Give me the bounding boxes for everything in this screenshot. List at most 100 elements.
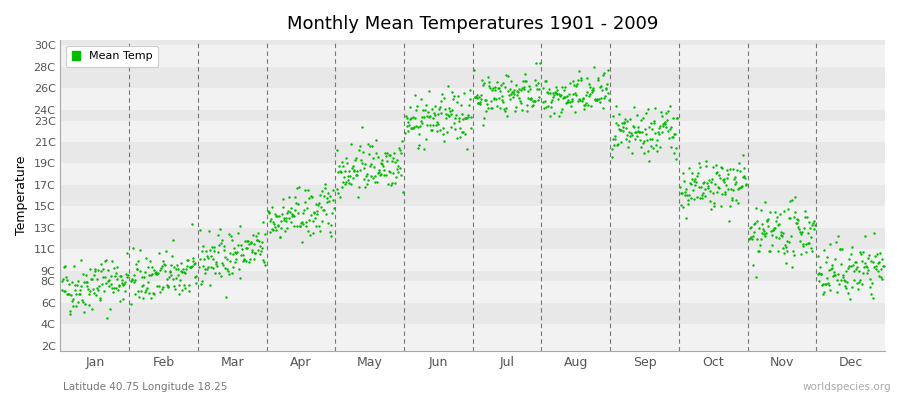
Point bbox=[241, 240, 256, 247]
Point bbox=[444, 111, 458, 117]
Point bbox=[55, 287, 69, 293]
Point bbox=[73, 291, 87, 297]
Point bbox=[822, 282, 836, 288]
Point bbox=[187, 261, 202, 268]
Point bbox=[64, 292, 78, 298]
Point bbox=[551, 96, 565, 102]
Point bbox=[339, 179, 354, 186]
Point bbox=[751, 218, 765, 224]
Point bbox=[701, 183, 716, 190]
Point bbox=[704, 206, 718, 212]
Point bbox=[418, 102, 433, 109]
Point bbox=[332, 163, 347, 169]
Point bbox=[428, 102, 443, 109]
Point bbox=[798, 214, 813, 220]
Point bbox=[251, 246, 266, 253]
Point bbox=[485, 105, 500, 112]
Point bbox=[524, 96, 538, 102]
Point bbox=[143, 258, 157, 264]
Point bbox=[287, 213, 302, 219]
Point bbox=[297, 207, 311, 213]
Point bbox=[494, 81, 508, 88]
Point bbox=[404, 124, 419, 131]
Point bbox=[166, 275, 180, 282]
Point bbox=[418, 136, 433, 142]
Point bbox=[752, 242, 767, 248]
Point bbox=[359, 181, 374, 188]
Point bbox=[432, 106, 446, 112]
Point bbox=[68, 303, 83, 309]
Point bbox=[779, 260, 794, 266]
Point bbox=[872, 273, 886, 279]
Point bbox=[427, 110, 441, 116]
Point bbox=[374, 171, 389, 178]
Point bbox=[498, 108, 512, 114]
Point bbox=[692, 160, 706, 166]
Point bbox=[811, 270, 825, 277]
Point bbox=[84, 266, 98, 273]
Point bbox=[666, 134, 680, 140]
Point bbox=[843, 262, 858, 269]
Point bbox=[309, 201, 323, 208]
Point bbox=[303, 193, 318, 199]
Point bbox=[594, 95, 608, 102]
Point bbox=[875, 276, 889, 282]
Point bbox=[250, 236, 265, 243]
Point bbox=[758, 233, 772, 240]
Point bbox=[285, 213, 300, 220]
Point bbox=[629, 128, 643, 135]
Point bbox=[224, 233, 238, 240]
Point bbox=[248, 250, 262, 256]
Point bbox=[554, 108, 568, 115]
Point bbox=[785, 197, 799, 203]
Point bbox=[738, 175, 752, 182]
Point bbox=[567, 109, 581, 115]
Point bbox=[584, 86, 598, 93]
Point bbox=[415, 113, 429, 120]
Point bbox=[414, 96, 428, 102]
Point bbox=[798, 248, 813, 255]
Point bbox=[330, 190, 345, 196]
Point bbox=[105, 285, 120, 292]
Point bbox=[413, 122, 428, 129]
Point bbox=[631, 124, 645, 130]
Point bbox=[781, 206, 796, 213]
Point bbox=[278, 228, 293, 234]
Point bbox=[575, 98, 590, 104]
Point bbox=[221, 231, 236, 238]
Point bbox=[424, 127, 438, 134]
Point bbox=[710, 189, 724, 196]
Point bbox=[508, 108, 522, 114]
Point bbox=[374, 160, 388, 166]
Point bbox=[663, 126, 678, 133]
Point bbox=[408, 92, 422, 98]
Point bbox=[420, 122, 435, 128]
Point bbox=[695, 194, 709, 201]
Point bbox=[301, 187, 315, 193]
Point bbox=[366, 175, 381, 182]
Point bbox=[387, 150, 401, 156]
Point bbox=[747, 221, 761, 228]
Point bbox=[234, 242, 248, 249]
Point bbox=[483, 104, 498, 111]
Point bbox=[205, 265, 220, 272]
Point bbox=[850, 280, 864, 286]
Point bbox=[422, 114, 436, 120]
Point bbox=[536, 98, 550, 105]
Point bbox=[343, 173, 357, 180]
Point bbox=[305, 194, 320, 200]
Point bbox=[712, 172, 726, 178]
Point bbox=[330, 186, 345, 192]
Point bbox=[852, 279, 867, 285]
Point bbox=[747, 229, 761, 236]
Point bbox=[598, 86, 613, 92]
Point bbox=[873, 266, 887, 272]
Point bbox=[385, 155, 400, 162]
Point bbox=[108, 285, 122, 291]
Point bbox=[608, 120, 623, 126]
Point bbox=[797, 208, 812, 214]
Point bbox=[136, 295, 150, 301]
Point bbox=[520, 95, 535, 102]
Point bbox=[670, 115, 684, 121]
Point bbox=[779, 238, 794, 245]
